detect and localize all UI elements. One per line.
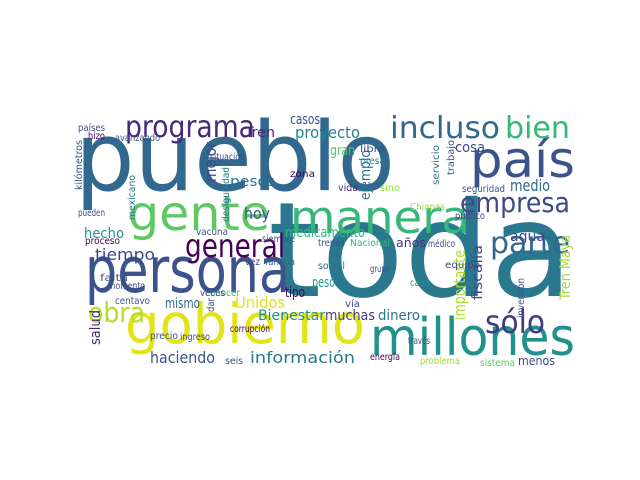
word: dinero — [378, 308, 420, 324]
word: sistema — [480, 358, 515, 369]
word: haciendo — [150, 348, 215, 367]
word: hoy — [244, 204, 270, 223]
word: médico — [428, 238, 455, 250]
word: tipo — [285, 285, 305, 301]
word: persona — [85, 234, 290, 307]
word: precio — [150, 331, 178, 342]
word: social — [318, 261, 345, 272]
word: toda — [268, 174, 573, 328]
word: vida — [338, 183, 358, 194]
word: energía — [370, 351, 400, 363]
word: través — [408, 335, 430, 347]
word: Unidos — [235, 293, 285, 312]
word: trenes — [318, 238, 345, 249]
word: Chiapas — [410, 202, 445, 213]
word: veces — [200, 288, 225, 299]
word: salud — [88, 310, 104, 345]
word: seis — [225, 356, 243, 367]
word: años — [396, 236, 426, 250]
word: sino — [380, 183, 400, 194]
word: avanzando — [115, 133, 160, 144]
word: kilómetros — [73, 140, 85, 190]
word: proceso — [85, 236, 120, 247]
word: fiscalía — [470, 245, 486, 300]
word: familia — [265, 257, 295, 268]
word: millones — [370, 308, 575, 368]
word: vez — [245, 257, 260, 268]
word: mismo — [165, 296, 200, 312]
word: general — [185, 227, 285, 265]
word: sólo — [485, 303, 545, 341]
word: presa — [360, 156, 385, 167]
word: pesos — [230, 174, 275, 190]
word: corrupción — [230, 323, 270, 335]
word: Bienestar — [258, 308, 325, 324]
word: mexicano — [127, 175, 138, 220]
word: hizo — [88, 131, 105, 142]
word: vía — [345, 298, 360, 310]
word: incluso — [390, 111, 500, 146]
word: gente — [128, 186, 270, 242]
word: tiempo — [95, 245, 155, 264]
word: menos — [518, 354, 555, 368]
word: muchas — [325, 308, 375, 324]
word: mejor — [201, 142, 220, 182]
word: siempre — [262, 234, 295, 245]
word: medicamento — [285, 225, 365, 241]
word: situación — [210, 151, 245, 163]
word: manera — [290, 191, 470, 244]
word: centavo — [115, 296, 150, 307]
word: ejemplo — [358, 150, 374, 200]
word: zona — [290, 169, 315, 180]
word: hecho — [84, 226, 124, 242]
word: servicio — [431, 145, 442, 185]
word: cosa — [455, 140, 485, 156]
word: casos — [290, 112, 320, 128]
word: ingreso — [180, 332, 210, 343]
word: vacuna — [196, 227, 228, 238]
word: conocer — [205, 288, 241, 299]
word: importante — [450, 250, 469, 320]
word: público — [455, 210, 485, 222]
word: dar — [206, 297, 217, 312]
word: cabo — [410, 278, 430, 289]
word: gran — [330, 143, 355, 159]
word: gobierno — [125, 292, 365, 356]
word: información — [250, 348, 355, 367]
word: bien — [505, 111, 570, 146]
word: Tren — [244, 125, 275, 141]
word: parte — [490, 226, 570, 261]
word: país — [470, 131, 575, 189]
word: inversión — [515, 278, 527, 318]
word: Nacional — [350, 238, 390, 249]
word: desigualdad — [221, 167, 232, 222]
word: libro — [360, 144, 385, 155]
word: programa — [125, 110, 255, 145]
word: equipo — [445, 260, 480, 271]
word: medio — [510, 176, 550, 195]
word: pueblo — [75, 103, 395, 213]
word: proyecto — [295, 123, 360, 142]
word: empresa — [460, 186, 570, 219]
word: Tren Maya — [558, 235, 574, 301]
word: pueden — [78, 208, 105, 219]
word: países — [78, 122, 105, 134]
word: falta — [100, 273, 128, 284]
word: grupo — [370, 264, 390, 275]
word: agua — [510, 229, 545, 245]
word: problema — [420, 356, 460, 367]
word: trabajo — [446, 140, 457, 175]
word: obra — [88, 296, 145, 329]
word: peso — [312, 275, 335, 291]
word: seguridad — [462, 184, 505, 195]
word: momento — [108, 281, 145, 292]
